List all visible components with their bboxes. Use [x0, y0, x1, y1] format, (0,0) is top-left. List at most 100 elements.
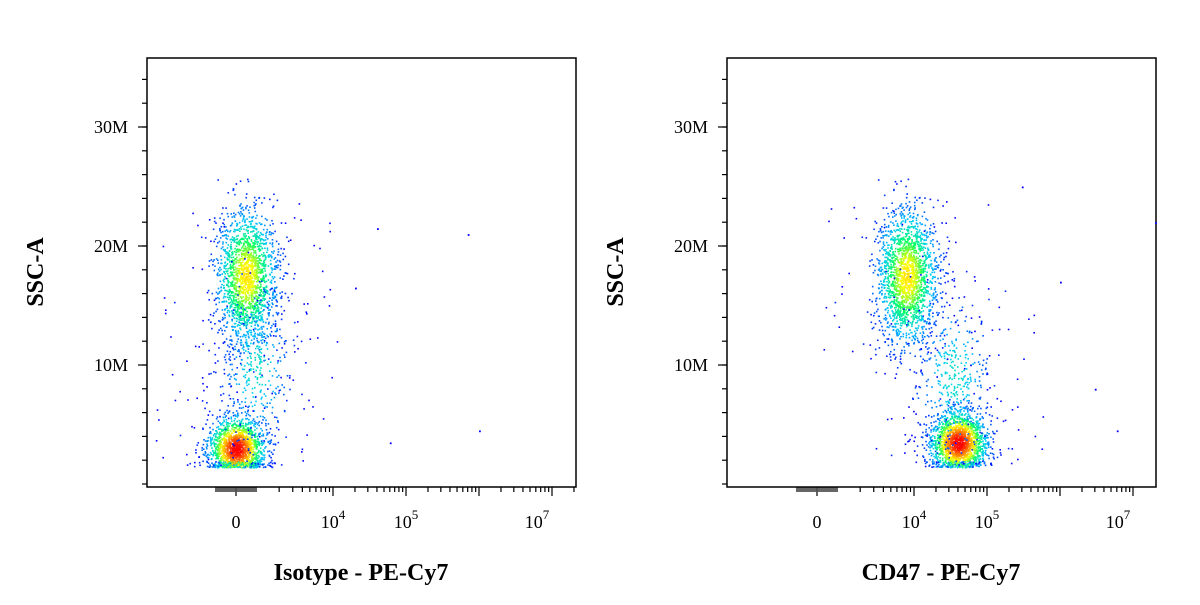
event-point	[198, 442, 200, 444]
event-point	[278, 243, 280, 245]
event-point	[254, 387, 256, 389]
event-point	[215, 222, 217, 224]
event-point	[227, 268, 229, 270]
event-point	[223, 449, 225, 451]
event-point	[235, 424, 237, 426]
event-point	[260, 448, 262, 450]
event-point	[231, 439, 233, 441]
event-point	[247, 418, 249, 420]
event-point	[255, 376, 257, 378]
event-point	[276, 349, 278, 351]
event-point	[932, 239, 934, 241]
event-point	[163, 246, 165, 248]
event-point	[900, 336, 902, 338]
event-point	[262, 416, 264, 418]
event-point	[246, 331, 248, 333]
event-point	[216, 246, 218, 248]
event-point	[944, 306, 946, 308]
event-point	[248, 257, 250, 259]
event-point	[215, 447, 217, 449]
event-point	[266, 275, 268, 277]
event-point	[909, 329, 911, 331]
event-point	[209, 427, 211, 429]
event-point	[213, 259, 215, 261]
event-point	[875, 354, 877, 356]
event-point	[230, 456, 232, 458]
event-point	[280, 360, 282, 362]
event-point	[274, 392, 276, 394]
event-point	[897, 251, 899, 253]
event-point	[225, 207, 227, 209]
event-point	[232, 459, 234, 461]
event-point	[919, 255, 921, 257]
event-point	[231, 340, 233, 342]
event-point	[247, 230, 249, 232]
event-point	[896, 239, 898, 241]
event-point	[912, 314, 914, 316]
event-point	[224, 262, 226, 264]
event-point	[911, 231, 913, 233]
event-point	[218, 262, 220, 264]
event-point	[218, 426, 220, 428]
event-point	[261, 270, 263, 272]
event-point	[223, 417, 225, 419]
event-point	[261, 216, 263, 218]
event-point	[245, 418, 247, 420]
event-point	[268, 309, 270, 311]
event-point	[896, 320, 898, 322]
event-point	[948, 264, 950, 266]
event-point	[932, 299, 934, 301]
event-point	[252, 410, 254, 412]
event-point	[271, 306, 273, 308]
event-point	[246, 382, 248, 384]
event-point	[261, 342, 263, 344]
event-point	[270, 327, 272, 329]
event-point	[260, 340, 262, 342]
event-point	[202, 400, 204, 402]
event-point	[930, 252, 932, 254]
event-point	[267, 291, 269, 293]
event-point	[246, 193, 248, 195]
event-point	[260, 416, 262, 418]
event-point	[232, 354, 234, 356]
event-point	[228, 253, 230, 255]
event-point	[238, 298, 240, 300]
event-point	[235, 297, 237, 299]
event-point	[277, 360, 279, 362]
event-point	[245, 298, 247, 300]
event-point	[252, 235, 254, 237]
event-point	[272, 246, 274, 248]
event-point	[222, 222, 224, 224]
event-point	[245, 313, 247, 315]
event-point	[233, 212, 235, 214]
event-point	[881, 226, 883, 228]
event-point	[238, 466, 240, 468]
event-point	[224, 463, 226, 465]
event-point	[240, 340, 242, 342]
event-point	[238, 262, 240, 264]
event-point	[237, 429, 239, 431]
event-point	[255, 448, 257, 450]
event-point	[210, 445, 212, 447]
event-point	[158, 419, 160, 421]
event-point	[233, 430, 235, 432]
event-point	[282, 278, 284, 280]
event-point	[903, 268, 905, 270]
event-point	[270, 234, 272, 236]
x-tick-base: 10	[321, 512, 339, 532]
event-point	[273, 252, 275, 254]
event-point	[918, 260, 920, 262]
event-point	[268, 323, 270, 325]
event-point	[213, 315, 215, 317]
event-point	[903, 266, 905, 268]
event-point	[233, 263, 235, 265]
event-point	[244, 274, 246, 276]
event-point	[276, 265, 278, 267]
event-point	[244, 335, 246, 337]
event-point	[272, 355, 274, 357]
event-point	[266, 281, 268, 283]
event-point	[230, 295, 232, 297]
event-point	[925, 346, 927, 348]
event-point	[243, 251, 245, 253]
